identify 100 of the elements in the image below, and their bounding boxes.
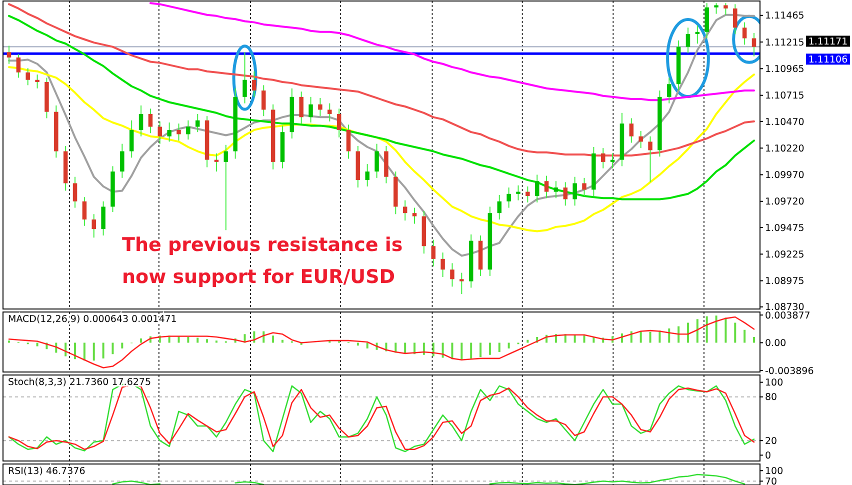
candlestick bbox=[412, 207, 417, 224]
bar bbox=[715, 316, 718, 343]
chart-title: MACD(12,26,9) 0.000643 0.001471 bbox=[8, 314, 177, 325]
bar bbox=[366, 342, 368, 348]
bar bbox=[404, 342, 406, 354]
candlestick bbox=[346, 124, 351, 160]
candlestick bbox=[440, 252, 445, 278]
ref-line-label: 1.11106 bbox=[808, 54, 848, 66]
bar bbox=[187, 337, 190, 343]
candlestick bbox=[224, 144, 228, 231]
candlestick bbox=[336, 108, 342, 138]
candlestick bbox=[638, 130, 643, 149]
candlestick bbox=[582, 177, 586, 197]
candlestick bbox=[497, 194, 502, 220]
candlestick bbox=[129, 120, 134, 158]
candlestick bbox=[526, 186, 530, 203]
candlestick bbox=[554, 180, 558, 199]
candlestick bbox=[733, 4, 738, 35]
bar bbox=[696, 319, 698, 343]
candlestick bbox=[534, 174, 540, 203]
y-tick-label: 1.10470 bbox=[765, 116, 804, 128]
bar bbox=[74, 342, 76, 360]
bar bbox=[508, 342, 510, 348]
bar bbox=[583, 336, 586, 343]
y-tick-label: 1.10965 bbox=[765, 64, 804, 75]
chart-title: Stoch(8,3,3) 21.7360 17.6275 bbox=[8, 377, 152, 388]
y-tick-label: 1.08975 bbox=[765, 276, 804, 288]
bar bbox=[272, 336, 274, 343]
bar bbox=[753, 337, 755, 343]
bar bbox=[442, 342, 444, 358]
bar bbox=[36, 342, 38, 346]
y-tick-label: 100 bbox=[765, 378, 784, 389]
y-tick-label: 100 bbox=[765, 466, 784, 477]
candlestick bbox=[318, 97, 322, 117]
bar bbox=[356, 342, 359, 346]
y-tick-label: 1.11215 bbox=[765, 37, 804, 48]
line-series bbox=[8, 316, 755, 368]
bar bbox=[734, 322, 736, 343]
bar bbox=[724, 318, 727, 343]
candlestick bbox=[402, 200, 408, 222]
candlestick bbox=[431, 239, 436, 267]
y-tick-label: 80 bbox=[765, 392, 778, 404]
line-series bbox=[8, 14, 755, 200]
bar bbox=[451, 342, 454, 360]
candlestick bbox=[600, 148, 606, 169]
y-tick-label: -0.003896 bbox=[765, 366, 814, 377]
candlestick bbox=[667, 77, 672, 104]
candlestick bbox=[308, 96, 313, 123]
candlestick bbox=[195, 113, 200, 133]
bar bbox=[112, 342, 114, 354]
candlestick bbox=[460, 272, 464, 295]
bar bbox=[686, 322, 689, 343]
bar bbox=[480, 342, 482, 357]
bar bbox=[121, 342, 124, 348]
candlestick bbox=[6, 45, 12, 64]
y-tick-label: 20 bbox=[765, 436, 778, 447]
y-tick-label: 0.00 bbox=[765, 338, 786, 350]
candlestick bbox=[82, 196, 87, 226]
candlestick bbox=[120, 143, 124, 178]
candlestick bbox=[686, 27, 690, 54]
candlestick bbox=[563, 182, 568, 206]
annotation: The previous resistance is now support for EUR/USD bbox=[122, 234, 403, 288]
y-tick-label: 1.10715 bbox=[765, 90, 804, 102]
bar bbox=[649, 332, 652, 343]
bar bbox=[422, 342, 425, 355]
candlestick bbox=[724, 2, 728, 16]
bar bbox=[488, 342, 491, 355]
candlestick bbox=[26, 68, 30, 86]
candlestick bbox=[158, 120, 162, 144]
candlestick bbox=[450, 262, 454, 288]
y-tick-label: 1.10220 bbox=[765, 143, 804, 154]
bar bbox=[83, 342, 86, 361]
candlestick bbox=[752, 32, 756, 57]
candlestick bbox=[72, 176, 78, 208]
bar bbox=[498, 342, 500, 352]
candlestick bbox=[516, 184, 520, 201]
bar bbox=[640, 331, 642, 343]
bar bbox=[744, 330, 746, 343]
bar bbox=[706, 316, 708, 343]
candlestick bbox=[101, 200, 106, 236]
candlestick bbox=[186, 120, 190, 140]
chart-title: RSI(13) 46.7376 bbox=[8, 466, 86, 477]
bar bbox=[196, 338, 199, 343]
candlestick bbox=[252, 70, 256, 98]
candlestick bbox=[572, 176, 577, 206]
ref-line-label: 1.11171 bbox=[808, 36, 848, 48]
candlestick bbox=[629, 118, 634, 144]
bar bbox=[140, 338, 142, 343]
y-tick-label: 1.09475 bbox=[765, 222, 804, 234]
bar bbox=[470, 342, 472, 358]
line-series bbox=[149, 2, 755, 102]
candlestick bbox=[714, 2, 718, 14]
candlestick bbox=[35, 74, 40, 89]
candlestick bbox=[138, 104, 144, 137]
candlestick bbox=[648, 136, 652, 183]
bar bbox=[460, 342, 463, 360]
candlestick bbox=[148, 108, 153, 134]
y-tick-label: 70 bbox=[765, 476, 778, 485]
candlestick bbox=[167, 122, 172, 142]
candlestick bbox=[365, 164, 370, 187]
